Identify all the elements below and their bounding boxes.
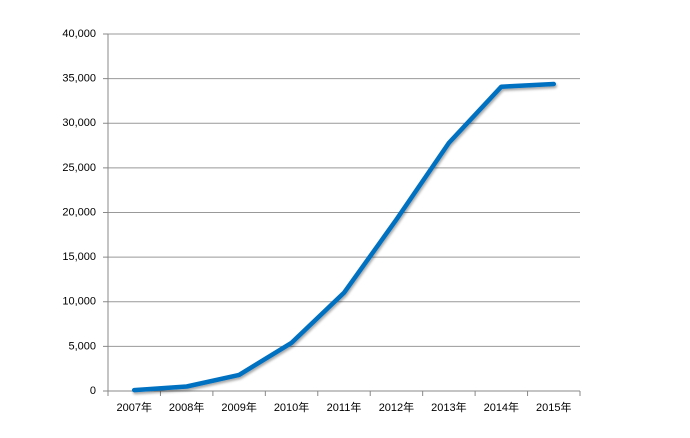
y-tick-label: 15,000 <box>62 251 96 263</box>
y-tick-label: 5,000 <box>68 340 96 352</box>
y-tick-label: 35,000 <box>62 73 96 85</box>
x-tick-label: 2011年 <box>327 400 362 414</box>
data-line <box>131 81 557 393</box>
x-tick-label: 2008年 <box>169 400 204 414</box>
x-tick-label: 2012年 <box>379 400 414 414</box>
y-tick-label: 30,000 <box>62 117 96 129</box>
x-tick-label: 2015年 <box>536 400 571 414</box>
x-tick-label: 2010年 <box>274 400 309 414</box>
x-tick-label: 2007年 <box>116 400 151 414</box>
y-tick-label: 20,000 <box>62 206 96 218</box>
x-tick-label: 2013年 <box>431 400 466 414</box>
y-tick-label: 40,000 <box>62 28 96 40</box>
x-tick-label: 2009年 <box>221 400 256 414</box>
y-tick-label: 25,000 <box>62 162 96 174</box>
y-tick-label: 10,000 <box>62 296 96 308</box>
y-tick-label: 0 <box>90 385 96 397</box>
x-tick-label: 2014年 <box>484 400 519 414</box>
